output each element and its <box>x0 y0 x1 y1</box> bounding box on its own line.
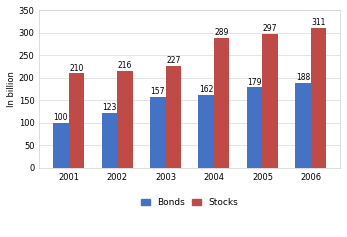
Text: 210: 210 <box>69 64 84 73</box>
Bar <box>262 34 278 168</box>
Text: 157: 157 <box>151 87 165 96</box>
Text: 188: 188 <box>296 73 310 82</box>
Bar <box>69 73 84 168</box>
Text: 123: 123 <box>102 103 117 112</box>
Bar <box>295 83 311 168</box>
Text: 227: 227 <box>166 56 180 65</box>
Y-axis label: In billion: In billion <box>7 71 16 107</box>
Text: 289: 289 <box>214 28 229 37</box>
Bar <box>166 66 181 168</box>
Text: 100: 100 <box>54 113 68 122</box>
Bar <box>198 95 214 168</box>
Bar <box>102 113 117 168</box>
Text: 216: 216 <box>118 61 132 70</box>
Bar <box>311 28 327 168</box>
Bar <box>53 123 69 168</box>
Bar <box>150 97 166 168</box>
Bar <box>214 38 229 168</box>
Text: 297: 297 <box>263 24 278 33</box>
Text: 311: 311 <box>312 18 326 27</box>
Legend: Bonds, Stocks: Bonds, Stocks <box>137 195 242 211</box>
Bar <box>247 87 262 168</box>
Bar <box>117 71 133 168</box>
Text: 162: 162 <box>199 85 213 94</box>
Text: 179: 179 <box>247 77 262 87</box>
